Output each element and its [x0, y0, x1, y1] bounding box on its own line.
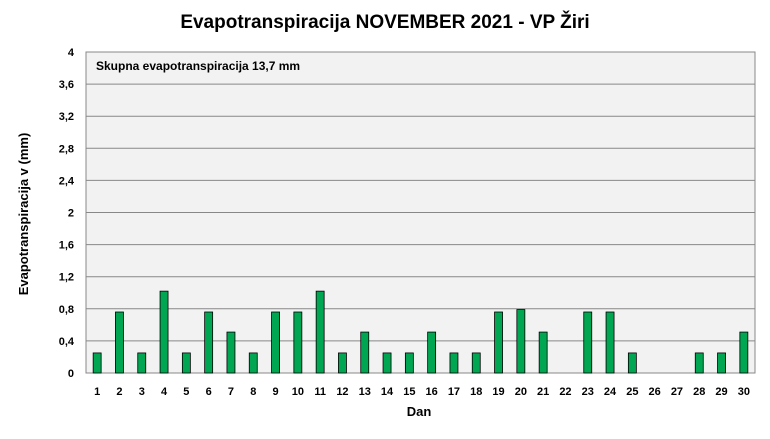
y-tick-label: 2	[68, 208, 74, 220]
x-tick-label: 7	[228, 386, 234, 398]
bar-day-25	[627, 352, 637, 374]
bar-day-17	[449, 352, 459, 374]
bar-day-29	[717, 352, 726, 374]
y-tick-labels: 0 0,4 0,8 1,2 1,6 2 2,4 2,8 3,2 3,6 4	[59, 47, 75, 380]
x-tick-label: 17	[448, 386, 460, 398]
x-tick-label: 24	[604, 386, 617, 398]
y-tick-label: 1,6	[59, 240, 74, 252]
x-tick-label: 4	[161, 386, 168, 398]
x-tick-label: 18	[470, 386, 482, 398]
x-tick-label: 26	[649, 386, 661, 398]
bar-day-23	[583, 311, 593, 374]
y-tick-label: 3,6	[59, 79, 74, 91]
bar-day-2	[115, 311, 124, 374]
bar-day-8	[248, 352, 258, 374]
bar-day-20	[516, 309, 526, 374]
y-tick-label: 1,2	[59, 272, 74, 284]
y-tick-label: 0	[68, 368, 74, 380]
bar-day-12	[338, 352, 347, 374]
x-tick-label: 2	[116, 386, 122, 398]
bar-day-9	[271, 311, 280, 374]
x-tick-label: 13	[359, 386, 371, 398]
x-tick-label: 29	[715, 386, 727, 398]
x-tick-label: 21	[537, 386, 549, 398]
gridlines	[86, 51, 755, 374]
x-tick-label: 5	[183, 386, 189, 398]
bar-day-5	[181, 352, 191, 374]
x-tick-label: 16	[426, 386, 438, 398]
x-tick-label: 22	[559, 386, 571, 398]
x-tick-label: 3	[139, 386, 145, 398]
x-tick-label: 9	[272, 386, 278, 398]
x-tick-label: 14	[381, 386, 394, 398]
bar-day-10	[293, 311, 303, 374]
x-tick-label: 12	[336, 386, 348, 398]
bar-day-4	[159, 290, 169, 374]
y-axis-label: Evapotranspiracija v (mm)	[16, 133, 31, 296]
bar-day-19	[494, 311, 503, 374]
x-tick-label: 10	[292, 386, 304, 398]
y-tick-label: 0,4	[59, 336, 75, 348]
bar-day-15	[404, 352, 414, 374]
bar-day-24	[605, 311, 615, 374]
y-tick-label: 2,4	[59, 175, 75, 187]
bar-day-21	[538, 331, 548, 374]
x-tick-label: 6	[206, 386, 212, 398]
bar-day-16	[427, 331, 437, 374]
x-tick-labels: 1 2 3 4 5 6 7 8 9 10 11 12 13 14 15 16 17 18 19 20 21 22 23 24 2…	[94, 386, 750, 398]
x-axis-label: Dan	[407, 404, 432, 419]
x-tick-label: 25	[626, 386, 638, 398]
x-tick-label: 28	[693, 386, 705, 398]
plot-area: 00,40,81,21,622,42,83,23,64 1 2 3 4 5 6 7 8 9 10 1…	[59, 47, 756, 398]
bar-day-18	[471, 352, 481, 374]
y-tick-label: 3,2	[59, 111, 74, 123]
x-tick-label: 8	[250, 386, 256, 398]
bar-day-11	[315, 290, 325, 374]
y-tick-label: 0,8	[59, 304, 74, 316]
bar-day-28	[694, 352, 704, 374]
x-tick-label: 20	[515, 386, 527, 398]
x-tick-label: 1	[94, 386, 100, 398]
x-tick-label: 30	[738, 386, 750, 398]
y-tick-label: 2,8	[59, 143, 74, 155]
bar-day-30	[739, 331, 749, 374]
bar-day-14	[382, 352, 392, 374]
x-tick-label: 27	[671, 386, 683, 398]
bar-day-1	[92, 352, 102, 374]
bars	[92, 290, 749, 374]
x-tick-label: 19	[492, 386, 504, 398]
x-tick-label: 11	[314, 386, 326, 398]
x-tick-label: 23	[582, 386, 594, 398]
bar-day-13	[360, 331, 370, 374]
x-tick-label: 15	[403, 386, 415, 398]
bar-day-3	[137, 352, 147, 374]
bar-day-7	[226, 331, 236, 374]
chart-title: Evapotranspiracija NOVEMBER 2021 - VP Ži…	[180, 11, 589, 33]
bar-day-6	[204, 311, 214, 374]
total-annotation: Skupna evapotranspiracija 13,7 mm	[96, 59, 300, 73]
y-tick-label: 4	[68, 47, 75, 59]
